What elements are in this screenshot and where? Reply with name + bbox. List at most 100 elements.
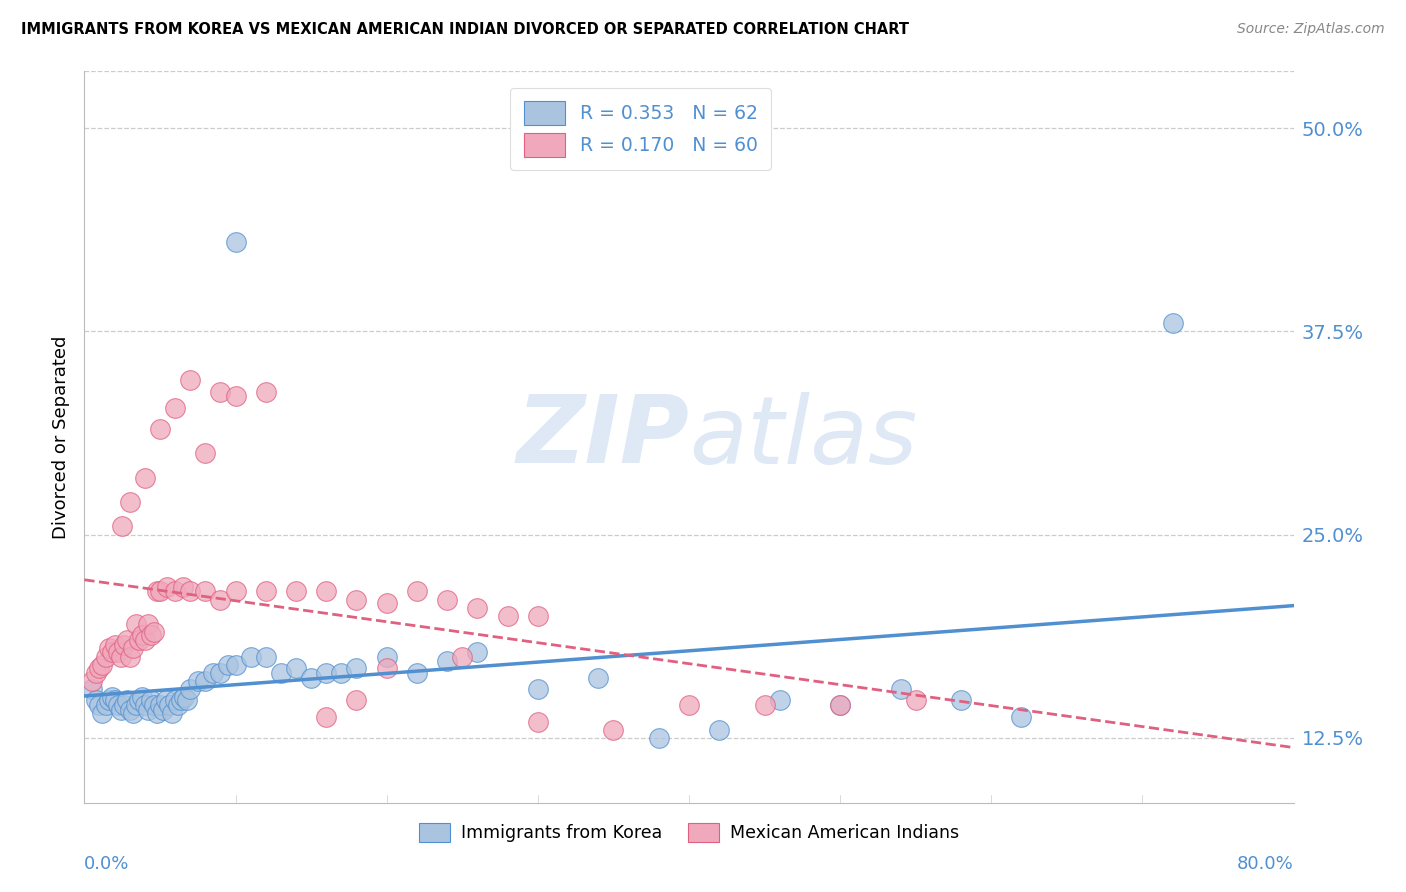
Point (131, 690, 153, 705)
Point (830, 698, 852, 713)
Point (146, 584, 169, 599)
Point (527, 608, 550, 623)
Point (254, 649, 277, 664)
Point (527, 681, 550, 696)
Point (94, 698, 117, 713)
Point (146, 706, 169, 721)
Point (239, 649, 262, 664)
Point (167, 698, 190, 713)
Point (110, 649, 132, 664)
Point (97, 641, 120, 656)
Text: 80.0%: 80.0% (1237, 855, 1294, 872)
Point (100, 645, 122, 659)
Point (139, 693, 162, 707)
Point (1011, 709, 1033, 723)
Point (128, 633, 150, 648)
Point (91, 706, 114, 721)
Point (121, 641, 143, 656)
Point (225, 584, 247, 599)
Point (107, 698, 129, 713)
Text: ZIP: ZIP (516, 391, 689, 483)
Point (157, 698, 180, 713)
Text: IMMIGRANTS FROM KOREA VS MEXICAN AMERICAN INDIAN DIVORCED OR SEPARATED CORRELATI: IMMIGRANTS FROM KOREA VS MEXICAN AMERICA… (21, 22, 910, 37)
Point (104, 693, 127, 707)
Point (176, 693, 198, 707)
Point (115, 693, 138, 707)
Point (225, 389, 247, 403)
Point (299, 671, 322, 685)
Point (754, 698, 776, 713)
Point (118, 495, 141, 509)
Point (115, 633, 138, 648)
Point (165, 693, 187, 707)
Point (285, 661, 308, 675)
Point (890, 681, 912, 696)
Point (179, 681, 201, 696)
Point (194, 446, 217, 460)
Point (496, 608, 519, 623)
Point (149, 584, 172, 599)
Point (467, 600, 489, 615)
Point (134, 471, 156, 485)
Point (118, 649, 141, 664)
Y-axis label: Divorced or Separated: Divorced or Separated (52, 335, 70, 539)
Legend: Immigrants from Korea, Mexican American Indians: Immigrants from Korea, Mexican American … (412, 816, 966, 849)
Point (1161, 316, 1184, 330)
Point (602, 723, 624, 737)
Point (285, 584, 308, 599)
Point (142, 698, 165, 713)
Point (187, 673, 209, 688)
Point (100, 690, 122, 705)
Point (270, 665, 292, 680)
Text: Source: ZipAtlas.com: Source: ZipAtlas.com (1237, 22, 1385, 37)
Point (86, 693, 108, 707)
Point (527, 714, 550, 729)
Point (950, 693, 973, 707)
Point (89, 698, 111, 713)
Point (172, 580, 194, 594)
Point (194, 584, 217, 599)
Point (118, 703, 141, 717)
Point (165, 584, 187, 599)
Point (107, 645, 129, 659)
Point (136, 617, 159, 632)
Point (149, 422, 172, 436)
Point (769, 693, 792, 707)
Point (225, 657, 247, 672)
Point (254, 584, 277, 599)
Point (149, 698, 172, 713)
Point (156, 580, 179, 594)
Point (225, 235, 247, 249)
Point (209, 665, 232, 680)
Point (467, 645, 489, 659)
Point (94, 649, 117, 664)
Point (131, 628, 153, 642)
Point (80, 681, 103, 696)
Point (201, 665, 224, 680)
Point (451, 649, 474, 664)
Point (709, 723, 731, 737)
Point (134, 698, 156, 713)
Point (142, 625, 165, 640)
Point (436, 592, 458, 607)
Point (155, 693, 177, 707)
Point (125, 698, 148, 713)
Point (91, 657, 114, 672)
Point (170, 693, 193, 707)
Point (152, 703, 174, 717)
Point (315, 584, 337, 599)
Point (678, 698, 700, 713)
Point (165, 401, 187, 415)
Point (830, 698, 852, 713)
Point (375, 649, 398, 664)
Text: atlas: atlas (689, 392, 917, 483)
Point (315, 665, 337, 680)
Point (134, 633, 156, 648)
Point (112, 698, 135, 713)
Point (406, 665, 429, 680)
Point (436, 654, 458, 668)
Point (346, 693, 368, 707)
Point (80, 673, 103, 688)
Point (112, 638, 135, 652)
Point (97, 693, 120, 707)
